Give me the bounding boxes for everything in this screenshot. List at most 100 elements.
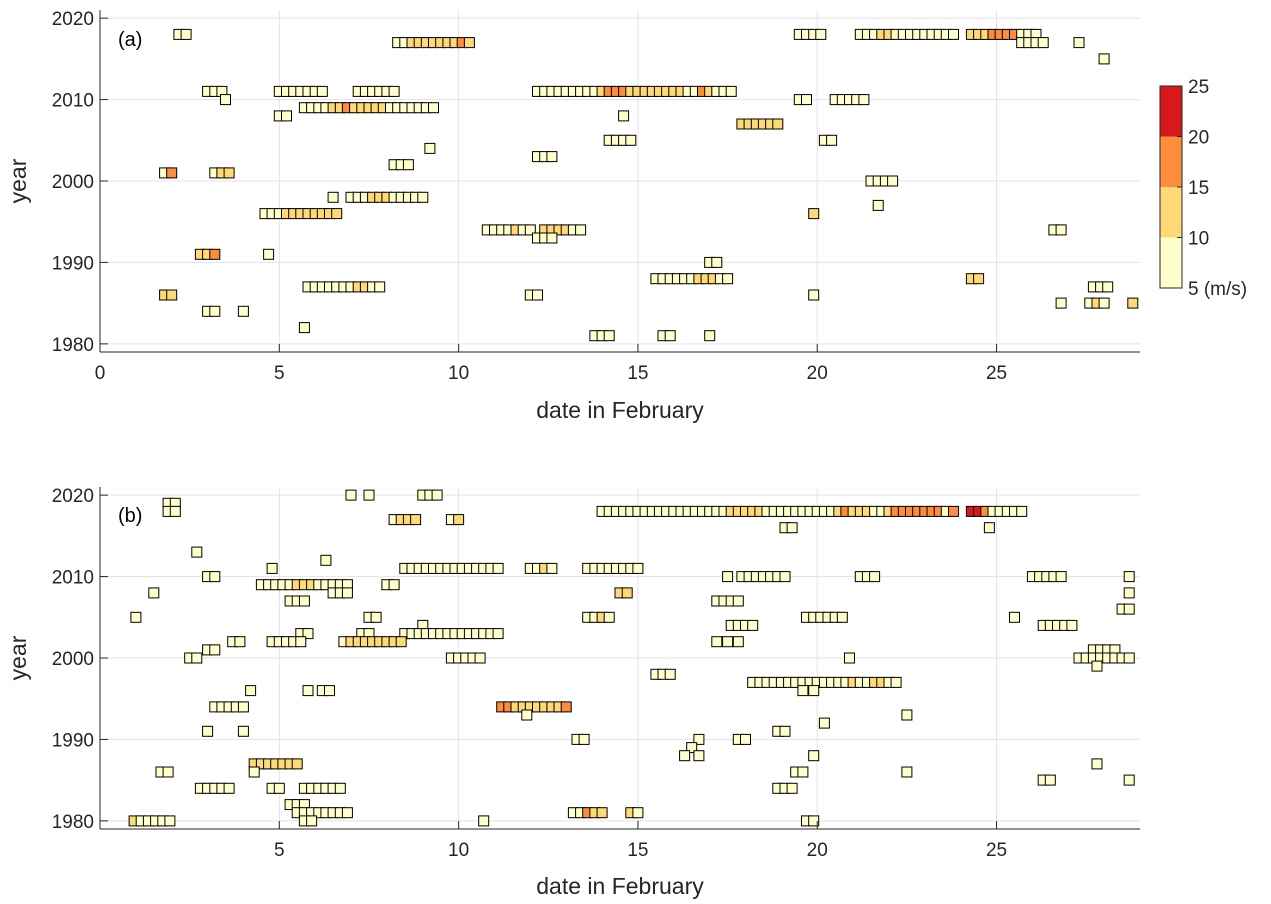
data-point xyxy=(1073,37,1085,49)
data-point xyxy=(693,750,705,762)
data-point xyxy=(166,167,178,179)
data-point xyxy=(234,636,246,648)
data-point xyxy=(191,652,203,664)
data-point xyxy=(1016,505,1028,517)
data-point xyxy=(901,709,913,721)
data-point xyxy=(431,489,443,501)
data-point xyxy=(302,685,314,697)
data-point xyxy=(532,289,543,301)
y-tick-label: 1990 xyxy=(52,730,94,751)
data-point xyxy=(492,562,504,574)
data-point xyxy=(166,289,178,301)
panel-label-a: (a) xyxy=(118,29,142,51)
colorbar-tick-label: 20 xyxy=(1188,128,1209,149)
x-tick-label: 5 xyxy=(274,840,285,861)
data-point xyxy=(618,110,630,122)
data-point xyxy=(747,619,759,631)
data-point xyxy=(704,330,716,342)
data-point xyxy=(209,571,221,583)
data-point xyxy=(818,717,830,729)
data-point xyxy=(578,733,590,745)
data-point xyxy=(1127,297,1139,309)
colorbar-segment xyxy=(1160,86,1182,137)
colorbar-tick-label: 10 xyxy=(1188,229,1209,250)
x-tick-label: 15 xyxy=(627,363,648,384)
grid-a xyxy=(100,10,1140,352)
data-point xyxy=(524,224,536,236)
data-point xyxy=(732,636,744,648)
data-point xyxy=(1055,297,1067,309)
x-tick-label: 15 xyxy=(627,840,648,861)
data-point xyxy=(722,571,734,583)
data-point xyxy=(130,611,142,623)
axes-a: 0 5 10 15 20 25 1980 1990 2000 2010 2020 xyxy=(52,9,1140,384)
data-point xyxy=(191,546,203,558)
panel-label-b: (b) xyxy=(118,505,142,527)
data-point xyxy=(237,305,249,317)
data-point xyxy=(546,562,558,574)
data-point xyxy=(887,175,899,187)
data-point xyxy=(492,628,504,640)
data-point xyxy=(463,37,475,49)
data-point xyxy=(209,305,221,317)
data-point xyxy=(164,815,176,827)
data-point xyxy=(948,505,959,517)
data-point xyxy=(388,85,400,97)
data-point xyxy=(424,142,436,154)
x-tick-label: 0 xyxy=(95,363,106,384)
data-point xyxy=(345,489,357,501)
data-point xyxy=(331,208,343,220)
data-point xyxy=(872,199,884,211)
y-tick-label: 1990 xyxy=(52,253,94,274)
data-point xyxy=(1037,37,1049,49)
data-point xyxy=(983,522,995,534)
data-point xyxy=(169,505,181,517)
data-point xyxy=(521,709,533,721)
data-point xyxy=(1091,758,1103,770)
x-tick-label: 10 xyxy=(448,840,469,861)
data-point xyxy=(363,489,375,501)
data-point xyxy=(575,224,587,236)
data-point xyxy=(1123,571,1135,583)
data-point xyxy=(266,562,278,574)
data-point xyxy=(1098,297,1110,309)
y-axis-label-b: year xyxy=(5,635,31,680)
data-point xyxy=(1098,53,1110,65)
marks-a xyxy=(159,28,1139,342)
data-point xyxy=(786,522,798,534)
data-point xyxy=(306,815,318,827)
data-point xyxy=(388,579,400,591)
y-tick-label: 2000 xyxy=(52,649,94,670)
data-point xyxy=(632,562,644,574)
data-point xyxy=(740,733,751,745)
panel-a: 0 5 10 15 20 25 1980 1990 2000 2010 2020 (a) date … xyxy=(5,9,1140,423)
colorbar: 25 20 15 10 5 (m/s) xyxy=(1159,77,1247,300)
data-point xyxy=(808,685,820,697)
grid-b xyxy=(100,487,1140,829)
data-point xyxy=(560,701,572,713)
colorbar-tick-label: 5 (m/s) xyxy=(1188,279,1247,300)
data-point xyxy=(341,807,353,819)
data-point xyxy=(1044,774,1056,786)
data-point xyxy=(815,28,827,40)
x-axis-label-b: date in February xyxy=(536,873,704,899)
data-point xyxy=(202,725,214,737)
data-point xyxy=(596,807,608,819)
data-point xyxy=(148,587,160,599)
data-point xyxy=(324,685,335,697)
x-tick-label: 25 xyxy=(986,363,1007,384)
x-tick-label: 5 xyxy=(274,363,285,384)
data-point xyxy=(223,782,235,794)
data-point xyxy=(273,782,285,794)
data-point xyxy=(237,725,249,737)
data-point xyxy=(844,652,855,664)
axes-b: 5 10 15 20 25 1980 1990 2000 2010 2020 xyxy=(52,486,1140,861)
data-point xyxy=(858,94,870,106)
data-point xyxy=(320,554,332,566)
y-tick-label: 1980 xyxy=(52,335,94,356)
data-point xyxy=(722,273,734,285)
data-point xyxy=(693,733,705,745)
data-point xyxy=(686,742,698,754)
data-point xyxy=(546,232,558,244)
data-point xyxy=(1055,224,1067,236)
